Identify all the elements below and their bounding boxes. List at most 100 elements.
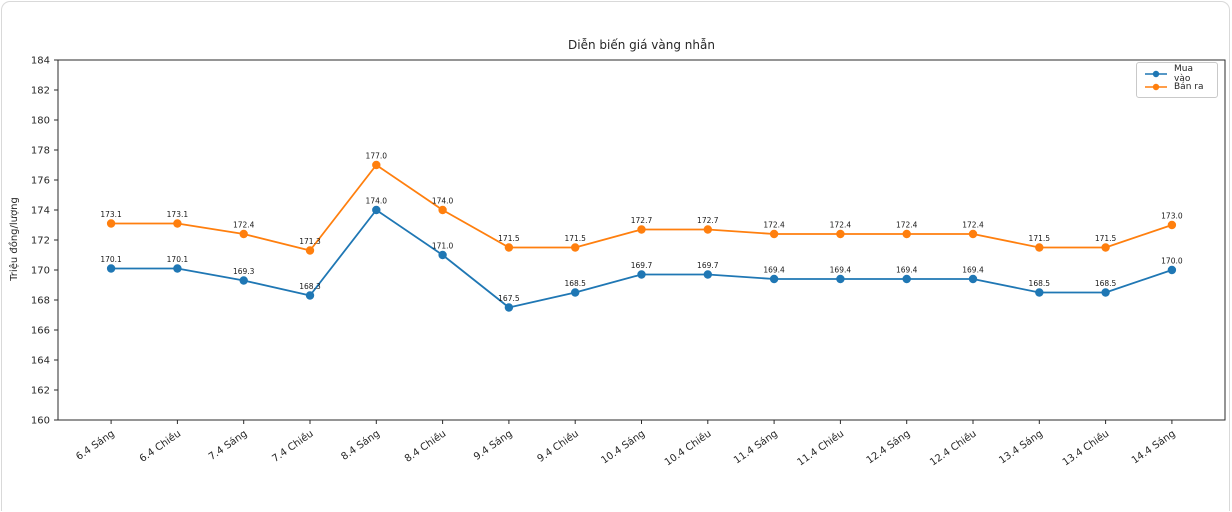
data-point-label: 174.0: [432, 197, 454, 206]
y-tick-label: 176: [31, 176, 50, 187]
data-point-label: 172.7: [697, 216, 719, 225]
data-point-label: 174.0: [366, 197, 388, 206]
data-point-marker: [1167, 220, 1177, 230]
series-line: [111, 164, 1173, 252]
data-point-marker: [570, 288, 580, 297]
data-point-marker: [836, 229, 845, 239]
data-point-marker: [239, 276, 248, 285]
data-point-marker: [106, 264, 116, 273]
data-point-label: 173.1: [100, 210, 122, 219]
data-point-marker: [504, 303, 514, 312]
data-point-label: 172.4: [233, 221, 255, 230]
chart-title: Diễn biến giá vàng nhẫn: [568, 38, 715, 52]
legend-label-ban-ra: Bán ra: [1174, 81, 1204, 92]
data-point-marker: [239, 229, 248, 239]
y-tick-label: 174: [31, 206, 50, 217]
data-point-marker: [372, 205, 381, 215]
x-tick-label: 10.4 Chiều: [662, 428, 713, 469]
x-tick-label: 9.4 Chiều: [535, 428, 581, 465]
data-point-marker: [173, 264, 182, 273]
data-point-marker: [703, 225, 713, 234]
data-point-marker: [570, 243, 580, 252]
x-tick-label: 13.4 Sáng: [997, 428, 1045, 467]
x-tick-label: 8.4 Chiều: [402, 428, 448, 465]
y-tick-label: 166: [31, 326, 50, 337]
y-tick-label: 168: [31, 296, 50, 307]
data-point-marker: [438, 205, 447, 215]
x-tick-label: 12.4 Sáng: [864, 428, 912, 467]
x-tick-label: 10.4 Sáng: [599, 428, 647, 467]
data-point-label: 170.0: [1161, 257, 1183, 266]
data-point-label: 168.3: [299, 282, 321, 291]
data-point-marker: [769, 274, 779, 284]
series-mua-vao: 170.1 170.1 169.3 168.3 174.0 171.0 167.5 168.5…: [100, 197, 1183, 312]
x-tick-label: 11.4 Sáng: [731, 428, 779, 467]
data-point-label: 172.4: [830, 221, 852, 230]
y-tick-label: 160: [31, 416, 50, 427]
data-point-marker: [968, 229, 978, 239]
data-point-marker: [703, 270, 713, 279]
data-point-label: 172.7: [631, 216, 653, 225]
data-point-label: 172.4: [763, 221, 785, 230]
data-point-label: 169.4: [896, 266, 918, 275]
y-axis-label: Triệu đồng/lượng: [9, 197, 20, 281]
data-point-label: 171.5: [1029, 234, 1051, 243]
y-tick-label: 184: [31, 56, 50, 67]
x-tick-label: 7.4 Chiều: [270, 428, 316, 465]
data-point-marker: [173, 219, 182, 228]
data-point-label: 172.4: [962, 221, 984, 230]
data-point-marker: [1035, 243, 1044, 252]
data-point-label: 168.5: [1029, 279, 1051, 288]
data-point-marker: [902, 274, 911, 284]
data-point-label: 168.5: [1095, 279, 1117, 288]
orange-line-marker-icon: [1145, 83, 1167, 90]
data-point-label: 169.7: [697, 261, 719, 270]
x-tick-label: 8.4 Sáng: [339, 428, 382, 463]
data-point-marker: [637, 270, 646, 279]
x-tick-label: 7.4 Sáng: [206, 428, 249, 463]
data-point-label: 171.5: [564, 234, 586, 243]
x-tick-label: 13.4 Chiều: [1060, 428, 1111, 469]
legend-item-mua-vao: Mua vào: [1144, 64, 1210, 84]
data-point-marker: [1101, 243, 1110, 252]
y-tick-label: 182: [31, 86, 50, 97]
x-tick-label: 11.4 Chiều: [795, 428, 846, 469]
y-tick-label: 164: [31, 356, 50, 367]
data-point-marker: [1101, 288, 1110, 297]
data-point-label: 172.4: [896, 221, 918, 230]
data-point-marker: [1167, 265, 1177, 275]
data-point-label: 173.1: [167, 210, 189, 219]
chart-legend: Mua vào Bán ra: [1136, 62, 1218, 98]
x-tick-label: 14.4 Sáng: [1129, 428, 1177, 467]
y-tick-label: 180: [31, 116, 50, 127]
data-point-label: 169.4: [830, 266, 852, 275]
y-tick-label: 172: [31, 236, 50, 247]
data-point-marker: [305, 291, 315, 300]
x-tick-label: 6.4 Sáng: [74, 428, 117, 463]
data-point-marker: [836, 274, 845, 284]
data-point-marker: [968, 274, 978, 284]
data-point-marker: [769, 229, 779, 239]
line-chart-canvas: 160 162 164 166 168 170 172 174 176 178 180 182 184 6…: [31, 56, 1226, 469]
data-point-label: 170.1: [167, 255, 189, 264]
data-point-label: 169.4: [962, 266, 984, 275]
data-point-marker: [504, 243, 514, 252]
data-point-label: 169.4: [763, 266, 785, 275]
data-point-label: 168.5: [564, 279, 586, 288]
y-tick-label: 178: [31, 146, 50, 157]
data-point-label: 169.7: [631, 261, 653, 270]
data-point-marker: [372, 160, 381, 170]
data-point-label: 169.3: [233, 267, 255, 276]
data-point-label: 170.1: [100, 255, 122, 264]
y-tick-label: 162: [31, 386, 50, 397]
legend-label-mua-vao: Mua vào: [1174, 63, 1193, 84]
data-point-marker: [902, 229, 911, 239]
data-point-marker: [438, 250, 447, 260]
data-point-label: 167.5: [498, 294, 520, 303]
data-point-label: 177.0: [366, 152, 388, 161]
data-point-label: 173.0: [1161, 212, 1183, 221]
data-point-marker: [305, 246, 315, 255]
data-point-label: 171.5: [498, 234, 520, 243]
blue-line-marker-icon: [1145, 70, 1167, 77]
